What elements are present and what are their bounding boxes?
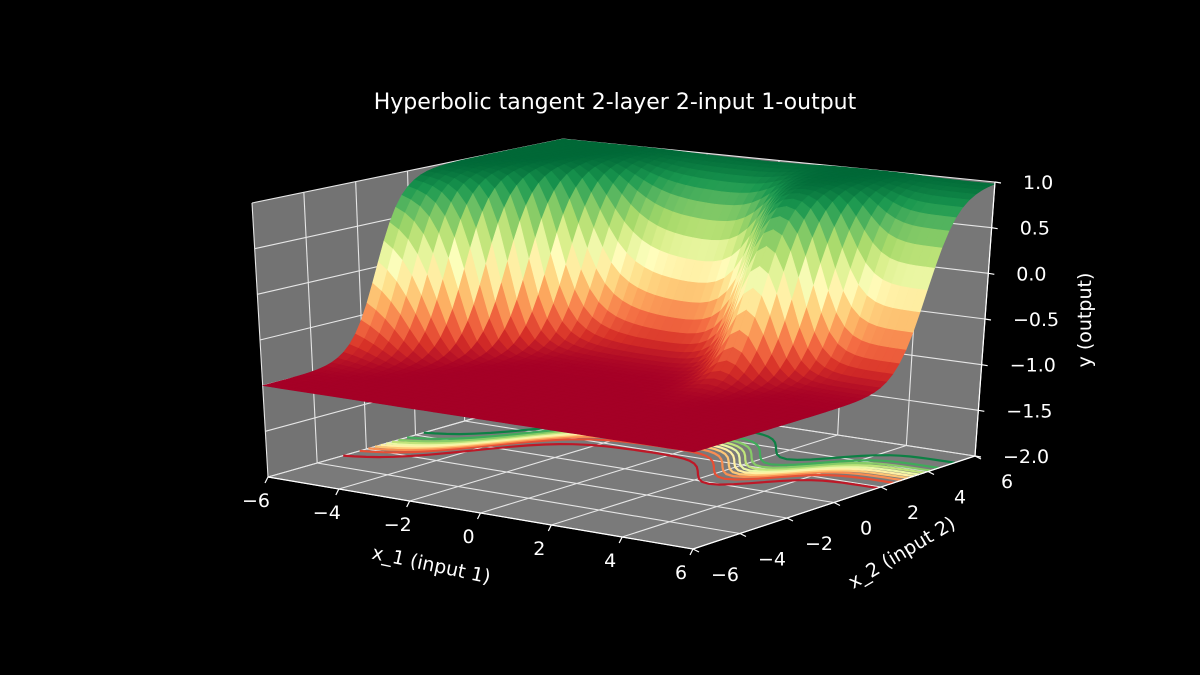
x-tick-label: 0 <box>462 526 474 548</box>
surface-plot <box>262 138 996 453</box>
z-tick-label: −1.5 <box>1006 400 1052 422</box>
z-tick <box>981 364 988 367</box>
x-tick <box>406 500 411 508</box>
grid-line-floor-y <box>366 448 788 519</box>
tick-labels: −6 −4 −2 0 2 4 6 −6 −4 −2 0 2 4 6 1.0 0.5 0.0 −0.5 −1.0 −1.… <box>242 172 1059 586</box>
y-tick-label: 4 <box>954 487 966 509</box>
x-tick <box>264 476 269 484</box>
z-tick <box>974 455 982 458</box>
z-tick <box>991 227 998 230</box>
y-tick <box>692 548 700 553</box>
x-tick <box>689 548 694 556</box>
y-tick-label: 2 <box>907 502 919 524</box>
x-tick <box>618 536 623 544</box>
z-tick <box>984 318 992 321</box>
y-tick-label: −2 <box>805 533 833 555</box>
floor-pane <box>268 393 975 549</box>
y-tick-label: −6 <box>711 564 739 586</box>
y-tick <box>927 470 935 476</box>
y-tick <box>739 532 747 538</box>
x-tick-label: 2 <box>533 538 545 560</box>
z-tick-label: −0.5 <box>1013 309 1059 331</box>
x-tick-label: 4 <box>604 550 616 572</box>
z-tick-label: 0.0 <box>1016 263 1046 285</box>
z-tick <box>978 409 985 412</box>
z-tick-label: 0.5 <box>1020 218 1050 240</box>
x-tick-label: −6 <box>242 490 270 512</box>
x-tick-label: −4 <box>313 502 341 524</box>
x-tick <box>335 488 340 496</box>
z-tick-label: −1.0 <box>1010 355 1056 377</box>
surface-patch <box>684 448 701 453</box>
chart-title: Hyperbolic tangent 2-layer 2-input 1-out… <box>374 90 857 115</box>
z-tick <box>988 272 995 275</box>
x-tick-label: −2 <box>384 514 412 536</box>
x-tick <box>476 512 482 520</box>
z-axis-label: y (output) <box>1074 273 1096 368</box>
grid-line-floor-y <box>317 462 741 535</box>
axes-lines <box>264 181 1002 556</box>
x-tick <box>547 524 552 532</box>
y-tick <box>880 486 888 491</box>
y-tick <box>833 501 841 507</box>
z-tick-label: 1.0 <box>1023 172 1053 194</box>
contour-line <box>343 442 878 490</box>
y-tick <box>786 517 794 522</box>
y-tick-label: 6 <box>1001 471 1013 493</box>
y-tick-label: 0 <box>860 518 872 540</box>
z-tick <box>994 181 1002 184</box>
x-axis-label: x_1 (input 1) <box>370 542 493 589</box>
y-tick-label: −4 <box>758 549 786 571</box>
x-tick-label: 6 <box>675 562 687 584</box>
z-tick-label: −2.0 <box>1003 446 1049 468</box>
